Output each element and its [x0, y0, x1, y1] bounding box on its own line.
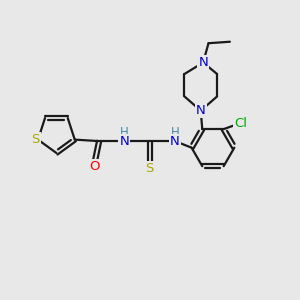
- Text: N: N: [196, 104, 206, 117]
- Text: S: S: [32, 133, 40, 146]
- Text: N: N: [170, 135, 180, 148]
- Text: O: O: [89, 160, 100, 173]
- Text: H: H: [120, 126, 129, 139]
- Text: S: S: [146, 162, 154, 175]
- Text: N: N: [119, 135, 129, 148]
- Text: Cl: Cl: [234, 117, 247, 130]
- Text: N: N: [198, 56, 208, 69]
- Text: H: H: [170, 126, 179, 139]
